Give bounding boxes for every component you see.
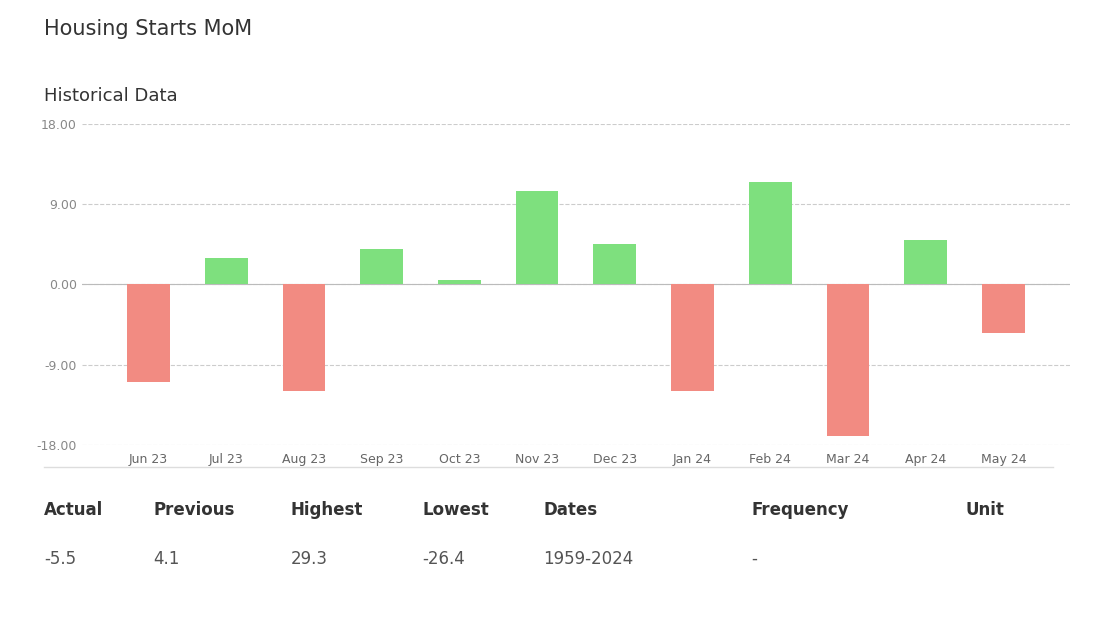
Text: -: - bbox=[751, 550, 757, 568]
Bar bbox=[127, 284, 170, 383]
Text: -26.4: -26.4 bbox=[422, 550, 465, 568]
Bar bbox=[283, 284, 326, 391]
Text: Highest: Highest bbox=[291, 501, 363, 519]
Bar bbox=[205, 258, 248, 284]
Text: Previous: Previous bbox=[154, 501, 235, 519]
Bar bbox=[671, 284, 714, 391]
Text: Actual: Actual bbox=[44, 501, 103, 519]
Text: -5.5: -5.5 bbox=[44, 550, 76, 568]
Bar bbox=[360, 248, 403, 284]
Text: Lowest: Lowest bbox=[422, 501, 489, 519]
Bar bbox=[516, 190, 558, 284]
Text: Unit: Unit bbox=[965, 501, 1004, 519]
Bar bbox=[904, 240, 947, 284]
Bar bbox=[826, 284, 869, 436]
Text: Dates: Dates bbox=[543, 501, 597, 519]
Text: Housing Starts MoM: Housing Starts MoM bbox=[44, 19, 252, 38]
Text: 4.1: 4.1 bbox=[154, 550, 180, 568]
Bar bbox=[593, 244, 636, 284]
Text: 1959-2024: 1959-2024 bbox=[543, 550, 633, 568]
Bar bbox=[749, 182, 792, 284]
Text: 29.3: 29.3 bbox=[291, 550, 328, 568]
Bar bbox=[982, 284, 1025, 333]
Text: Historical Data: Historical Data bbox=[44, 87, 178, 104]
Bar bbox=[438, 280, 480, 284]
Text: Frequency: Frequency bbox=[751, 501, 849, 519]
